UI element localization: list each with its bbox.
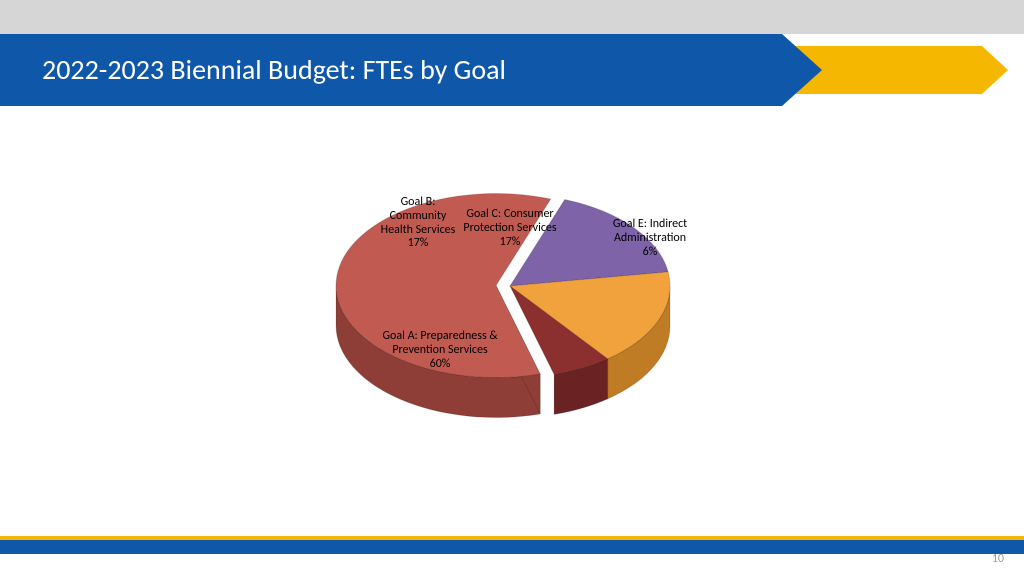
slice-label-1: Goal C: ConsumerProtection Services17%: [440, 208, 580, 249]
slice-label-3: Goal A: Preparedness &Prevention Service…: [370, 330, 510, 371]
bottom-stripes: [0, 536, 1024, 554]
page-number: 10: [992, 552, 1004, 566]
slice-label-2: Goal E: IndirectAdministration6%: [580, 218, 720, 259]
top-gray-band: [0, 0, 1024, 34]
page-title: 2022-2023 Biennial Budget: FTEs by Goal: [42, 52, 506, 87]
title-band: 2022-2023 Biennial Budget: FTEs by Goal: [0, 34, 1024, 106]
stripe-blue: [0, 540, 1024, 554]
